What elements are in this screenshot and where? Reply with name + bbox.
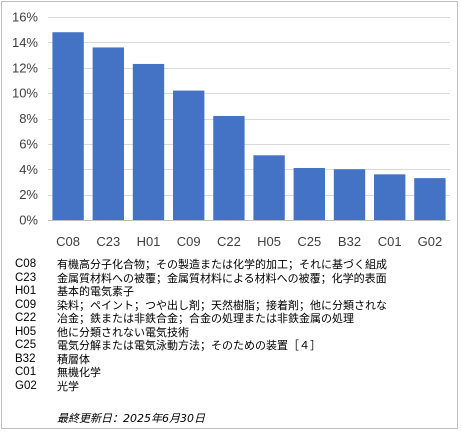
x-tick-label: H01: [137, 234, 161, 249]
y-tick-label: 0%: [19, 213, 38, 228]
legend-code: C23: [15, 271, 37, 284]
x-tick-label: G02: [418, 234, 443, 249]
legend-description: 有機高分子化合物；その製造または化学的加工；それに基づく組成: [57, 258, 387, 271]
x-tick-label: B32: [338, 234, 361, 249]
code-legend: C08 有機高分子化合物；その製造または化学的加工；それに基づく組成 C23 金属質…: [15, 258, 455, 393]
y-axis-ticks: 0% 2% 4% 6% 8% 10% 12% 14% 16%: [12, 10, 38, 228]
y-tick-label: 12%: [12, 60, 38, 75]
legend-description: 光学: [57, 379, 79, 393]
x-tick-label: C01: [378, 234, 402, 249]
bars: [52, 32, 446, 221]
y-tick-label: 14%: [12, 35, 38, 50]
legend-description: 電気分解または電気泳動方法；そのための装置［４］: [57, 339, 321, 352]
legend-code: B32: [15, 352, 36, 365]
legend-code: C01: [15, 366, 37, 378]
legend-item: C08 有機高分子化合物；その製造または化学的加工；それに基づく組成: [15, 258, 455, 272]
legend-description: 金属質材料への被覆；金属質材料による材料への被覆；化学的表面: [57, 271, 387, 285]
x-tick-label: C25: [297, 234, 321, 249]
bar-h05: [253, 155, 285, 220]
bar-h01: [132, 63, 165, 220]
bar-g02: [414, 178, 446, 220]
legend-item: H01 基本的電気素子: [15, 285, 455, 299]
legend-description: 無機化学: [57, 366, 101, 379]
bar-chart: 0% 2% 4% 6% 8% 10% 12% 14% 16% C08 C23 H01 C09 C22 H0…: [12, 10, 450, 249]
legend-code: G02: [15, 379, 37, 392]
x-axis-ticks: C08 C23 H01 C09 C22 H05 C25 B32 C01 G02: [56, 234, 442, 249]
x-tick-label: C23: [96, 234, 120, 249]
legend-description: 他に分類されない電気技術: [57, 325, 189, 339]
bar-c08: [52, 32, 84, 220]
legend-description: 基本的電気素子: [57, 285, 134, 298]
y-tick-label: 8%: [19, 111, 38, 126]
y-tick-label: 2%: [19, 187, 38, 202]
legend-code: H05: [15, 325, 37, 338]
last-updated-note: 最終更新日：2025年6月30日: [57, 412, 205, 425]
legend-description: 冶金；鉄または非鉄合金；合金の処理または非鉄金属の処理: [57, 312, 354, 325]
legend-code: C08: [15, 258, 37, 270]
legend-description: 積層体: [57, 352, 90, 366]
x-tick-label: H05: [257, 234, 281, 249]
legend-code: C25: [15, 339, 37, 351]
legend-item: C23 金属質材料への被覆；金属質材料による材料への被覆；化学的表面: [15, 272, 455, 286]
legend-code: C22: [15, 312, 37, 324]
bar-c23: [92, 47, 124, 221]
legend-item: C22 冶金；鉄または非鉄合金；合金の処理または非鉄金属の処理: [15, 312, 455, 326]
y-tick-label: 4%: [19, 162, 38, 177]
legend-description: 染料；ペイント；つや出し剤；天然樹脂；接着剤；他に分類されな: [57, 298, 387, 312]
x-tick-label: C08: [56, 234, 80, 249]
bar-c09: [173, 90, 205, 221]
x-tick-label: C09: [177, 234, 201, 249]
bar-c01: [374, 174, 406, 220]
legend-item: G02 光学: [15, 380, 455, 394]
legend-code: C09: [15, 298, 37, 311]
y-tick-label: 6%: [19, 136, 38, 151]
x-tick-label: C22: [217, 234, 241, 249]
bar-c25: [293, 167, 325, 220]
legend-item: C09 染料；ペイント；つや出し剤；天然樹脂；接着剤；他に分類されな: [15, 299, 455, 313]
legend-item: C01 無機化学: [15, 366, 455, 380]
legend-item: C25 電気分解または電気泳動方法；そのための装置［４］: [15, 339, 455, 353]
bar-b32: [333, 169, 366, 220]
legend-code: H01: [15, 285, 37, 297]
legend-item: H05 他に分類されない電気技術: [15, 326, 455, 340]
legend-item: B32 積層体: [15, 353, 455, 367]
bar-c22: [213, 115, 245, 220]
y-tick-label: 16%: [12, 10, 38, 25]
y-tick-label: 10%: [12, 86, 38, 101]
